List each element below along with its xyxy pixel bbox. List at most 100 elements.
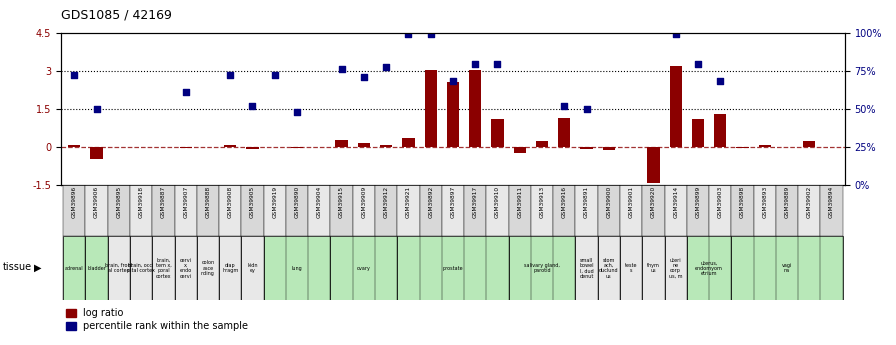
Bar: [246, 147, 259, 149]
Text: GSM39918: GSM39918: [139, 186, 143, 218]
Bar: [642, 236, 665, 300]
Bar: [620, 236, 642, 300]
Bar: [219, 236, 241, 300]
Text: GSM39915: GSM39915: [339, 186, 344, 218]
Bar: [669, 66, 682, 147]
Bar: [731, 185, 754, 236]
Text: GSM39911: GSM39911: [517, 186, 522, 218]
Bar: [558, 118, 571, 147]
Text: GSM39909: GSM39909: [361, 186, 366, 218]
Text: cervi
x,
endo
cervi: cervi x, endo cervi: [179, 258, 192, 279]
Bar: [821, 185, 843, 236]
Bar: [90, 147, 103, 159]
Bar: [536, 141, 548, 147]
Point: [557, 104, 572, 109]
Bar: [598, 185, 620, 236]
Bar: [737, 147, 748, 148]
Text: GSM39891: GSM39891: [584, 186, 589, 218]
Text: GSM39921: GSM39921: [406, 186, 411, 218]
Text: GSM39894: GSM39894: [829, 186, 834, 218]
Text: GSM39906: GSM39906: [94, 186, 99, 218]
Bar: [331, 236, 397, 300]
Bar: [714, 114, 727, 147]
Bar: [442, 185, 464, 236]
Bar: [358, 143, 370, 147]
Bar: [152, 185, 175, 236]
Bar: [63, 185, 85, 236]
Bar: [286, 185, 308, 236]
Point: [268, 72, 282, 77]
Bar: [687, 236, 731, 300]
Bar: [197, 185, 219, 236]
Text: GSM39888: GSM39888: [205, 186, 211, 218]
Text: bladder: bladder: [87, 266, 106, 271]
Bar: [464, 185, 487, 236]
Text: GDS1085 / 42169: GDS1085 / 42169: [61, 9, 172, 22]
Bar: [219, 185, 241, 236]
Point: [490, 62, 504, 67]
Text: GSM39892: GSM39892: [428, 186, 433, 218]
Text: thym
us: thym us: [647, 263, 659, 274]
Text: GSM39920: GSM39920: [650, 186, 656, 218]
Text: lung: lung: [291, 266, 302, 271]
Bar: [402, 138, 415, 147]
Text: uterus,
endomyom
etrium: uterus, endomyom etrium: [695, 260, 723, 276]
Text: GSM39905: GSM39905: [250, 186, 255, 218]
Text: ▶: ▶: [34, 263, 41, 272]
Point: [223, 72, 237, 77]
Point: [668, 31, 683, 36]
Legend: log ratio, percentile rank within the sample: log ratio, percentile rank within the sa…: [65, 308, 248, 332]
Point: [713, 78, 728, 83]
Text: GSM39899: GSM39899: [695, 186, 701, 218]
Text: brain, front
al cortex: brain, front al cortex: [105, 263, 133, 274]
Point: [379, 64, 393, 70]
Point: [357, 74, 371, 80]
Bar: [85, 236, 108, 300]
Bar: [108, 185, 130, 236]
Bar: [487, 185, 509, 236]
Text: GSM39904: GSM39904: [317, 186, 322, 218]
Bar: [375, 185, 397, 236]
Text: GSM39893: GSM39893: [762, 186, 767, 218]
Text: salivary gland,
parotid: salivary gland, parotid: [524, 263, 560, 274]
Text: GSM39889: GSM39889: [785, 186, 789, 218]
Bar: [731, 236, 843, 300]
Text: GSM39910: GSM39910: [495, 186, 500, 218]
Text: GSM39919: GSM39919: [272, 186, 277, 218]
Text: GSM39896: GSM39896: [72, 186, 77, 218]
Text: adrenal: adrenal: [65, 266, 83, 271]
Text: teste
s: teste s: [625, 263, 637, 274]
Text: GSM39917: GSM39917: [473, 186, 478, 218]
Text: GSM39902: GSM39902: [806, 186, 812, 218]
Text: brain,
tem x,
poral
cortex: brain, tem x, poral cortex: [156, 258, 171, 279]
Text: diap
hragm: diap hragm: [222, 263, 238, 274]
Text: GSM39907: GSM39907: [183, 186, 188, 218]
Text: GSM39900: GSM39900: [607, 186, 611, 218]
Text: GSM39908: GSM39908: [228, 186, 233, 218]
Bar: [687, 185, 709, 236]
Bar: [598, 236, 620, 300]
Bar: [335, 139, 348, 147]
Point: [468, 62, 482, 67]
Bar: [197, 236, 219, 300]
Bar: [175, 236, 197, 300]
Point: [246, 104, 260, 109]
Bar: [331, 185, 353, 236]
Text: GSM39897: GSM39897: [451, 186, 455, 218]
Bar: [179, 147, 192, 148]
Bar: [224, 145, 237, 147]
Text: GSM39901: GSM39901: [629, 186, 633, 218]
Bar: [553, 185, 575, 236]
Point: [691, 62, 705, 67]
Point: [67, 72, 82, 77]
Text: vagi
na: vagi na: [782, 263, 792, 274]
Bar: [665, 185, 687, 236]
Bar: [353, 185, 375, 236]
Bar: [175, 185, 197, 236]
Bar: [642, 185, 665, 236]
Bar: [470, 70, 481, 147]
Text: stom
ach,
duclund
us: stom ach, duclund us: [599, 258, 618, 279]
Text: tissue: tissue: [3, 263, 32, 272]
Point: [424, 31, 438, 36]
Bar: [263, 185, 286, 236]
